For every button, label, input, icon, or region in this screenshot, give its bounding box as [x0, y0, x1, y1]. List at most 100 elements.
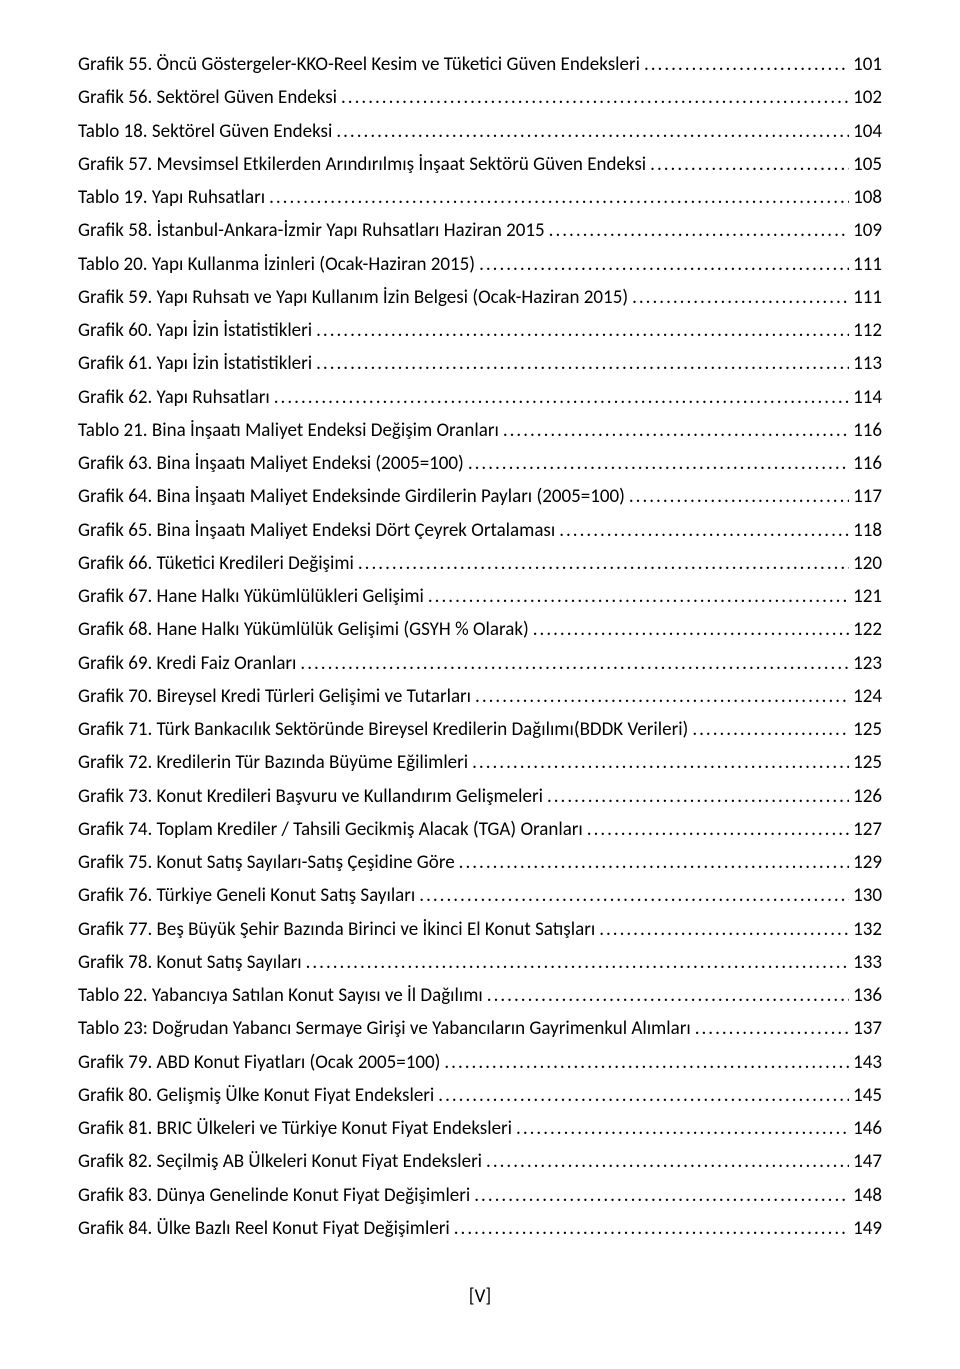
toc-entry: Grafik 70. Bireysel Kredi Türleri Gelişi… [78, 680, 882, 713]
toc-entry: Tablo 19. Yapı Ruhsatları108 [78, 181, 882, 214]
toc-entry-label: Tablo 21. Bina İnşaatı Maliyet Endeksi D… [78, 414, 499, 447]
toc-leader-dots [628, 281, 849, 314]
toc-entry-page: 146 [849, 1112, 882, 1145]
toc-entry: Grafik 82. Seçilmiş AB Ülkeleri Konut Fi… [78, 1145, 882, 1178]
toc-entry-page: 125 [849, 746, 882, 779]
toc-leader-dots [434, 1079, 849, 1112]
toc-entry-page: 127 [849, 813, 882, 846]
toc-leader-dots [482, 1145, 849, 1178]
toc-entry: Grafik 83. Dünya Genelinde Konut Fiyat D… [78, 1179, 882, 1212]
toc-entry-page: 125 [849, 713, 882, 746]
toc-entry: Grafik 57. Mevsimsel Etkilerden Arındırı… [78, 148, 882, 181]
toc-entry-page: 132 [849, 913, 882, 946]
toc-entry: Grafik 74. Toplam Krediler / Tahsili Gec… [78, 813, 882, 846]
toc-entry-page: 101 [849, 48, 882, 81]
toc-entry-label: Grafik 64. Bina İnşaatı Maliyet Endeksin… [78, 480, 625, 513]
toc-entry-page: 148 [849, 1179, 882, 1212]
toc-leader-dots [312, 347, 849, 380]
toc-leader-dots [646, 148, 849, 181]
toc-entry: Tablo 23: Doğrudan Yabancı Sermaye Giriş… [78, 1012, 882, 1045]
toc-entry: Grafik 71. Türk Bankacılık Sektöründe Bi… [78, 713, 882, 746]
toc-entry-label: Grafik 55. Öncü Göstergeler-KKO-Reel Kes… [78, 48, 640, 81]
toc-leader-dots [415, 879, 849, 912]
toc-entry: Grafik 80. Gelişmiş Ülke Konut Fiyat End… [78, 1079, 882, 1112]
toc-entry-page: 137 [849, 1012, 882, 1045]
toc-entry-label: Grafik 60. Yapı İzin İstatistikleri [78, 314, 312, 347]
toc-entry-page: 145 [849, 1079, 882, 1112]
toc-entry-label: Tablo 22. Yabancıya Satılan Konut Sayısı… [78, 979, 483, 1012]
toc-leader-dots [595, 913, 849, 946]
toc-entry: Grafik 78. Konut Satış Sayıları 133 [78, 946, 882, 979]
toc-entry-page: 147 [849, 1145, 882, 1178]
toc-entry: Grafik 60. Yapı İzin İstatistikleri112 [78, 314, 882, 347]
toc-leader-dots [625, 480, 849, 513]
toc-entry-label: Tablo 18. Sektörel Güven Endeksi [78, 115, 332, 148]
toc-leader-dots [270, 381, 849, 414]
toc-entry-label: Grafik 59. Yapı Ruhsatı ve Yapı Kullanım… [78, 281, 628, 314]
toc-leader-dots [468, 746, 849, 779]
toc-entry-label: Grafik 68. Hane Halkı Yükümlülük Gelişim… [78, 613, 529, 646]
toc-entry: Grafik 68. Hane Halkı Yükümlülük Gelişim… [78, 613, 882, 646]
toc-leader-dots [583, 813, 849, 846]
toc-leader-dots [545, 214, 849, 247]
toc-entry: Tablo 22. Yabancıya Satılan Konut Sayısı… [78, 979, 882, 1012]
table-of-contents: Grafik 55. Öncü Göstergeler-KKO-Reel Kes… [78, 48, 882, 1245]
toc-entry-page: 136 [849, 979, 882, 1012]
toc-entry-page: 118 [849, 514, 882, 547]
toc-leader-dots [475, 248, 849, 281]
toc-entry-page: 111 [849, 248, 882, 281]
toc-entry: Tablo 20. Yapı Kullanma İzinleri (Ocak-H… [78, 248, 882, 281]
toc-leader-dots [512, 1112, 849, 1145]
toc-leader-dots [543, 780, 849, 813]
toc-leader-dots [312, 314, 849, 347]
toc-entry-label: Grafik 78. Konut Satış Sayıları [78, 946, 302, 979]
toc-entry-label: Grafik 56. Sektörel Güven Endeksi [78, 81, 337, 114]
toc-entry-label: Grafik 72. Kredilerin Tür Bazında Büyüme… [78, 746, 468, 779]
toc-entry-label: Grafik 66. Tüketici Kredileri Değişimi [78, 547, 354, 580]
toc-entry-label: Grafik 79. ABD Konut Fiyatları (Ocak 200… [78, 1046, 440, 1079]
toc-entry: Grafik 72. Kredilerin Tür Bazında Büyüme… [78, 746, 882, 779]
toc-entry-page: 116 [849, 414, 882, 447]
toc-entry-page: 129 [849, 846, 882, 879]
toc-entry-label: Grafik 82. Seçilmiş AB Ülkeleri Konut Fi… [78, 1145, 482, 1178]
toc-leader-dots [354, 547, 849, 580]
toc-entry-label: Grafik 65. Bina İnşaatı Maliyet Endeksi … [78, 514, 555, 547]
toc-entry-label: Grafik 83. Dünya Genelinde Konut Fiyat D… [78, 1179, 470, 1212]
toc-leader-dots [450, 1212, 849, 1245]
toc-entry-page: 102 [849, 81, 882, 114]
toc-leader-dots [691, 1012, 849, 1045]
toc-entry: Grafik 55. Öncü Göstergeler-KKO-Reel Kes… [78, 48, 882, 81]
toc-entry-label: Grafik 81. BRIC Ülkeleri ve Türkiye Konu… [78, 1112, 512, 1145]
toc-leader-dots [440, 1046, 849, 1079]
toc-entry-label: Grafik 58. İstanbul-Ankara-İzmir Yapı Ru… [78, 214, 545, 247]
toc-entry-label: Tablo 20. Yapı Kullanma İzinleri (Ocak-H… [78, 248, 475, 281]
toc-entry-label: Grafik 75. Konut Satış Sayıları-Satış Çe… [78, 846, 455, 879]
toc-entry: Grafik 65. Bina İnşaatı Maliyet Endeksi … [78, 514, 882, 547]
toc-leader-dots [424, 580, 849, 613]
toc-entry-label: Grafik 80. Gelişmiş Ülke Konut Fiyat End… [78, 1079, 434, 1112]
toc-leader-dots [464, 447, 849, 480]
toc-entry: Grafik 73. Konut Kredileri Başvuru ve Ku… [78, 780, 882, 813]
toc-entry-label: Grafik 84. Ülke Bazlı Reel Konut Fiyat D… [78, 1212, 450, 1245]
toc-entry-label: Grafik 77. Beş Büyük Şehir Bazında Birin… [78, 913, 595, 946]
toc-leader-dots [640, 48, 849, 81]
toc-entry-label: Grafik 63. Bina İnşaatı Maliyet Endeksi … [78, 447, 464, 480]
toc-entry-label: Grafik 73. Konut Kredileri Başvuru ve Ku… [78, 780, 543, 813]
toc-entry: Grafik 81. BRIC Ülkeleri ve Türkiye Konu… [78, 1112, 882, 1145]
toc-entry-page: 113 [849, 347, 882, 380]
toc-entry-label: Grafik 76. Türkiye Geneli Konut Satış Sa… [78, 879, 415, 912]
toc-leader-dots [688, 713, 849, 746]
toc-entry: Tablo 18. Sektörel Güven Endeksi104 [78, 115, 882, 148]
toc-entry: Grafik 63. Bina İnşaatı Maliyet Endeksi … [78, 447, 882, 480]
toc-entry: Grafik 76. Türkiye Geneli Konut Satış Sa… [78, 879, 882, 912]
toc-entry-page: 133 [849, 946, 882, 979]
toc-entry-page: 130 [849, 879, 882, 912]
toc-entry-label: Grafik 70. Bireysel Kredi Türleri Gelişi… [78, 680, 471, 713]
toc-entry-page: 111 [849, 281, 882, 314]
toc-entry: Grafik 64. Bina İnşaatı Maliyet Endeksin… [78, 480, 882, 513]
toc-leader-dots [302, 946, 850, 979]
toc-entry-label: Grafik 61. Yapı İzin İstatistikleri [78, 347, 312, 380]
toc-leader-dots [499, 414, 849, 447]
toc-entry-label: Tablo 19. Yapı Ruhsatları [78, 181, 265, 214]
toc-entry-label: Grafik 74. Toplam Krediler / Tahsili Gec… [78, 813, 583, 846]
